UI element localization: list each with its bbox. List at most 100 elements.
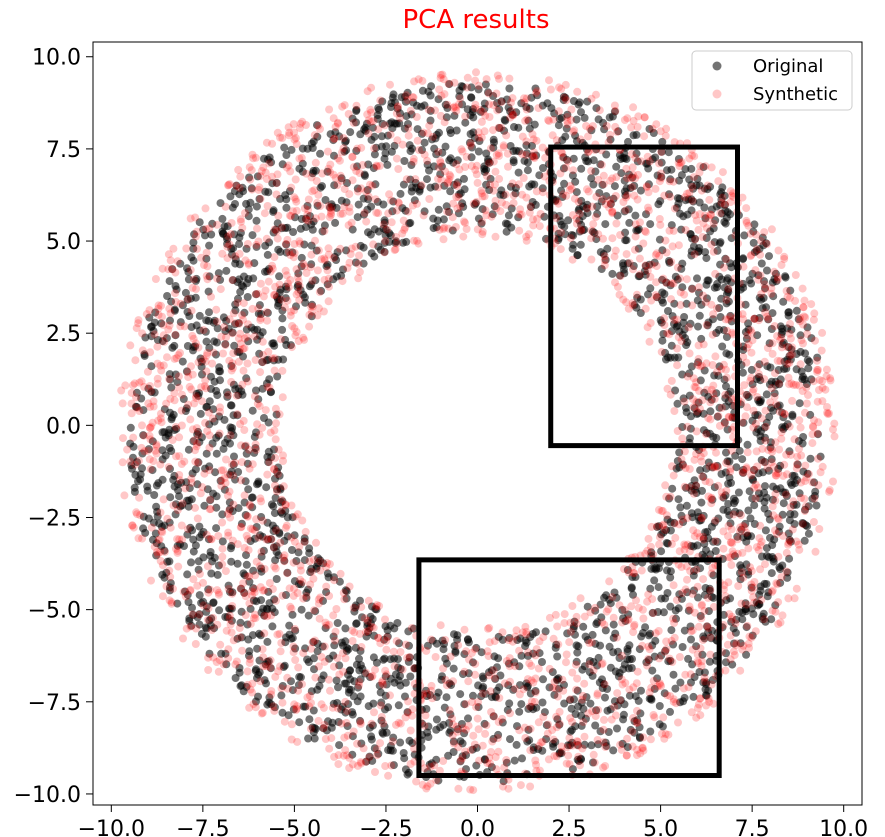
point-synthetic xyxy=(159,331,168,340)
point-original xyxy=(760,579,769,588)
point-synthetic xyxy=(240,543,249,552)
point-original xyxy=(788,410,797,419)
point-original xyxy=(703,276,712,285)
point-synthetic xyxy=(295,154,304,163)
point-synthetic xyxy=(394,198,403,207)
point-original xyxy=(746,514,755,523)
point-synthetic xyxy=(651,184,660,193)
point-synthetic xyxy=(135,493,144,502)
point-original xyxy=(220,222,229,231)
point-synthetic xyxy=(314,662,323,671)
point-original xyxy=(632,303,641,312)
point-synthetic xyxy=(645,645,654,654)
point-synthetic xyxy=(173,257,182,266)
point-original xyxy=(530,180,539,189)
point-original xyxy=(678,370,687,379)
point-original xyxy=(761,284,769,293)
point-original xyxy=(254,479,263,488)
point-synthetic xyxy=(829,477,837,486)
point-synthetic xyxy=(336,569,345,578)
point-synthetic xyxy=(123,445,132,454)
point-synthetic xyxy=(170,389,179,398)
point-synthetic xyxy=(679,461,688,470)
point-original xyxy=(701,248,710,257)
point-original xyxy=(668,484,677,493)
point-original xyxy=(370,225,379,234)
point-original xyxy=(711,547,720,555)
point-original xyxy=(231,300,240,309)
point-synthetic xyxy=(388,737,397,746)
point-original xyxy=(739,418,748,427)
point-synthetic xyxy=(291,134,300,143)
point-original xyxy=(553,652,562,661)
point-original xyxy=(276,194,285,203)
point-original xyxy=(499,777,508,786)
point-original xyxy=(686,230,695,238)
point-original xyxy=(378,97,387,106)
point-synthetic xyxy=(692,713,701,722)
point-synthetic xyxy=(227,377,236,386)
point-original xyxy=(793,460,802,469)
point-synthetic xyxy=(777,573,786,582)
point-original xyxy=(351,258,360,267)
point-original xyxy=(687,486,696,495)
point-synthetic xyxy=(404,124,413,133)
point-synthetic xyxy=(386,130,395,139)
point-synthetic xyxy=(227,219,236,227)
point-synthetic xyxy=(392,154,401,163)
point-original xyxy=(377,716,386,725)
point-original xyxy=(594,740,603,749)
point-synthetic xyxy=(248,688,256,697)
point-original xyxy=(139,406,148,415)
point-original xyxy=(151,308,160,317)
point-original xyxy=(715,325,724,334)
point-synthetic xyxy=(818,377,827,386)
point-original xyxy=(198,370,206,379)
point-original xyxy=(601,693,609,702)
point-synthetic xyxy=(698,396,707,405)
point-original xyxy=(749,238,758,247)
point-original xyxy=(648,666,657,675)
point-synthetic xyxy=(502,756,511,764)
point-synthetic xyxy=(221,341,230,350)
point-original xyxy=(290,531,299,540)
point-synthetic xyxy=(761,436,770,445)
point-synthetic xyxy=(556,169,565,178)
point-original xyxy=(779,499,788,508)
point-original xyxy=(770,389,779,398)
point-original xyxy=(434,95,443,104)
point-synthetic xyxy=(752,447,761,456)
point-synthetic xyxy=(508,111,517,120)
point-original xyxy=(596,160,605,169)
point-original xyxy=(458,82,467,91)
point-synthetic xyxy=(709,699,718,708)
point-synthetic xyxy=(727,191,736,200)
point-synthetic xyxy=(294,663,303,672)
point-synthetic xyxy=(381,237,390,245)
point-synthetic xyxy=(718,168,727,177)
point-original xyxy=(305,715,314,724)
point-synthetic xyxy=(609,613,618,622)
point-synthetic xyxy=(478,217,487,226)
point-synthetic xyxy=(228,589,237,598)
point-synthetic xyxy=(523,675,532,684)
point-synthetic xyxy=(793,460,801,469)
point-original xyxy=(687,509,696,518)
point-synthetic xyxy=(362,217,371,226)
point-synthetic xyxy=(276,538,285,547)
point-original xyxy=(382,728,391,737)
point-synthetic xyxy=(610,702,619,711)
point-synthetic xyxy=(370,144,379,153)
point-synthetic xyxy=(174,372,183,381)
point-synthetic xyxy=(688,196,697,205)
point-original xyxy=(778,324,787,333)
point-synthetic xyxy=(643,152,652,161)
point-original xyxy=(598,180,607,189)
point-original xyxy=(636,186,645,195)
point-synthetic xyxy=(532,187,541,196)
point-synthetic xyxy=(631,232,640,241)
point-original xyxy=(573,648,582,657)
point-synthetic xyxy=(131,356,140,365)
point-synthetic xyxy=(487,212,496,221)
point-original xyxy=(513,636,522,644)
